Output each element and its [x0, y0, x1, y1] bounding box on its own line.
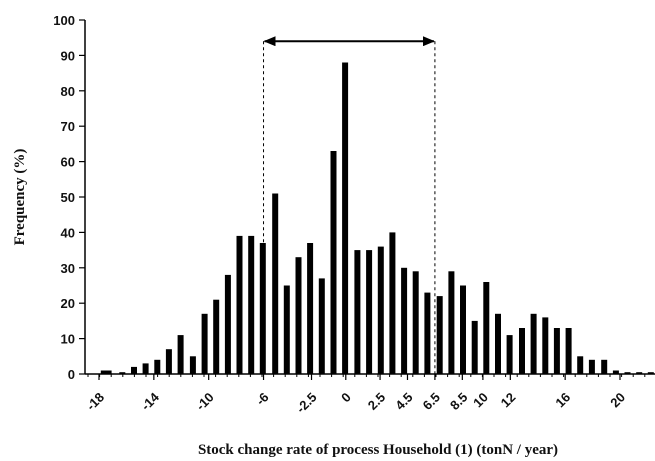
histogram-bar [506, 335, 513, 374]
histogram-bar [424, 292, 431, 374]
histogram-bar [142, 363, 149, 374]
histogram-bar [330, 151, 337, 374]
y-tick-label: 80 [61, 84, 75, 99]
histogram-bar [342, 62, 349, 374]
histogram-bar [295, 257, 302, 374]
x-tick-label: 4.5 [392, 390, 415, 413]
y-tick-label: 70 [61, 119, 75, 134]
histogram-bar [636, 372, 643, 374]
x-tick-label: 10 [470, 390, 491, 411]
histogram-bar [389, 232, 396, 374]
histogram-bar [577, 356, 584, 374]
histogram-bar [377, 246, 384, 374]
histogram-bar [647, 372, 654, 374]
histogram-bar [272, 193, 279, 374]
x-tick-label: -10 [193, 390, 217, 414]
histogram-bar [553, 328, 560, 374]
histogram-bar [307, 243, 314, 374]
x-tick-label: 12 [498, 390, 519, 411]
x-tick-label: -6 [253, 390, 272, 409]
histogram-bar [131, 366, 137, 374]
y-tick-label: 50 [61, 190, 75, 205]
y-tick-label: 20 [61, 296, 75, 311]
x-tick-label: 20 [607, 390, 628, 411]
histogram-bar [119, 372, 126, 374]
y-tick-label: 100 [53, 13, 75, 28]
histogram-bar [565, 328, 572, 374]
y-tick-label: 0 [68, 367, 75, 382]
histogram-bar [530, 313, 537, 374]
x-axis: -18 -14 -10 -6 -2.5 0 2.5 4.5 6.5 8.5 10 12 16 20 [83, 373, 655, 416]
histogram-bar [448, 271, 455, 374]
histogram-bar [224, 274, 231, 374]
histogram-bar [213, 299, 220, 374]
y-tick-label: 10 [61, 332, 75, 347]
histogram-bar [248, 235, 255, 374]
y-tick-label: 30 [61, 261, 75, 276]
histogram-bar [236, 235, 243, 374]
y-tick-label: 40 [61, 225, 75, 240]
y-tick-label: 60 [61, 155, 75, 170]
x-axis-title: Stock change rate of process Household (… [198, 442, 558, 458]
histogram-bar [471, 320, 478, 374]
y-axis: 0 10 20 30 40 50 60 70 80 90 100 [53, 13, 86, 382]
x-tick-label: 2.5 [365, 390, 388, 413]
x-tick-label: -2.5 [293, 390, 319, 416]
histogram-bar [177, 335, 184, 374]
histogram-bar [100, 370, 107, 374]
histogram-bar [483, 282, 490, 374]
histogram-bar [366, 250, 373, 374]
histogram-bar [601, 359, 608, 374]
histogram-bar [259, 243, 266, 374]
bars-group [100, 62, 654, 374]
y-tick-label: 90 [61, 48, 75, 63]
histogram-bar [401, 267, 408, 374]
histogram-bar [165, 349, 172, 374]
histogram-bar [519, 328, 525, 374]
x-tick-label: -14 [138, 389, 162, 413]
histogram-bar [318, 278, 325, 374]
x-tick-label: -18 [83, 390, 107, 414]
x-tick-label: 6.5 [420, 390, 443, 413]
histogram-bar [460, 285, 466, 374]
histogram-bar [201, 313, 208, 374]
histogram-bar [412, 271, 419, 374]
histogram-bar [542, 317, 549, 374]
histogram-bar [283, 285, 290, 374]
histogram-bar [154, 359, 161, 374]
histogram-bar [624, 372, 631, 374]
histogram-bar [354, 250, 361, 374]
histogram-bar [588, 359, 595, 374]
x-tick-label: 0 [338, 390, 354, 406]
range-annotation [263, 36, 436, 374]
x-tick-label: 16 [552, 390, 573, 411]
histogram-bar [612, 370, 619, 374]
x-tick-label: 8.5 [447, 390, 470, 413]
histogram-bar [105, 370, 112, 374]
histogram-bar [495, 313, 501, 374]
histogram-bar [436, 296, 443, 374]
y-axis-title: Frequency (%) [12, 149, 28, 246]
histogram-bar [189, 356, 196, 374]
